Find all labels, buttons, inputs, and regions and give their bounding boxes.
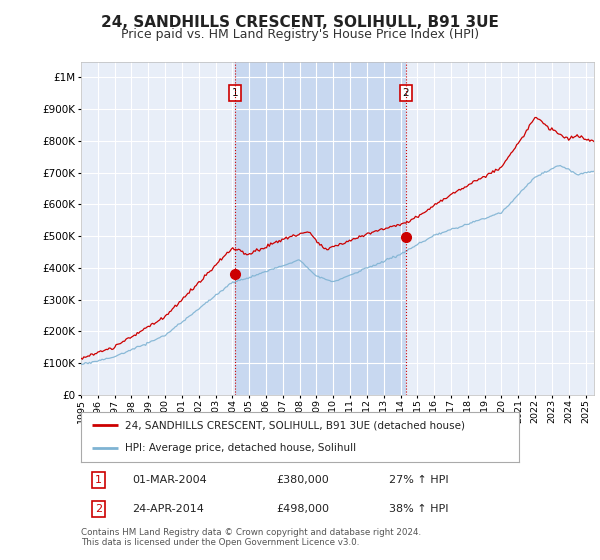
Text: £498,000: £498,000 — [276, 504, 329, 514]
Text: Contains HM Land Registry data © Crown copyright and database right 2024.
This d: Contains HM Land Registry data © Crown c… — [81, 528, 421, 547]
Text: 24, SANDHILLS CRESCENT, SOLIHULL, B91 3UE (detached house): 24, SANDHILLS CRESCENT, SOLIHULL, B91 3U… — [125, 420, 465, 430]
Text: 24, SANDHILLS CRESCENT, SOLIHULL, B91 3UE: 24, SANDHILLS CRESCENT, SOLIHULL, B91 3U… — [101, 15, 499, 30]
Text: £380,000: £380,000 — [276, 475, 329, 485]
Text: 1: 1 — [95, 475, 102, 485]
Text: 2: 2 — [95, 504, 102, 514]
Text: 24-APR-2014: 24-APR-2014 — [133, 504, 204, 514]
Text: 1: 1 — [232, 88, 239, 99]
Text: Price paid vs. HM Land Registry's House Price Index (HPI): Price paid vs. HM Land Registry's House … — [121, 28, 479, 41]
Text: 01-MAR-2004: 01-MAR-2004 — [133, 475, 207, 485]
Text: 27% ↑ HPI: 27% ↑ HPI — [389, 475, 448, 485]
Bar — [235, 62, 406, 395]
Text: 38% ↑ HPI: 38% ↑ HPI — [389, 504, 448, 514]
Text: HPI: Average price, detached house, Solihull: HPI: Average price, detached house, Soli… — [125, 444, 356, 454]
Text: 2: 2 — [403, 88, 409, 99]
